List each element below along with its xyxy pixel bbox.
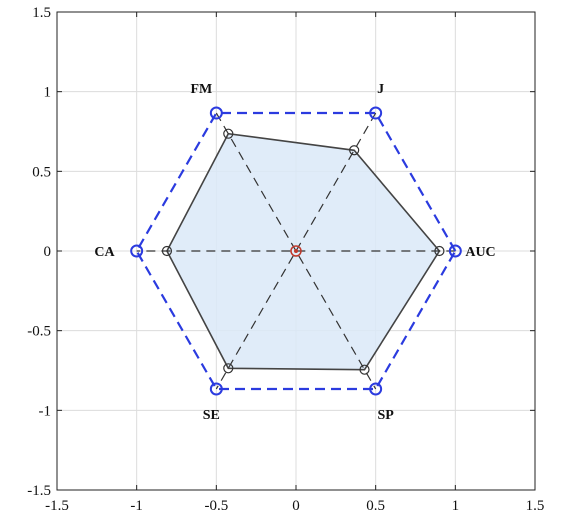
x-tick-label-6: 1.5 — [526, 498, 545, 514]
reference-point-auc — [448, 244, 462, 258]
data-point-sp — [359, 364, 370, 375]
data-point-ca — [161, 245, 173, 257]
reference-point-sp — [369, 382, 383, 396]
spokes — [136, 112, 456, 390]
x-tick-label-5: 1 — [452, 498, 460, 514]
axis-label-se: SE — [203, 408, 220, 423]
y-tick-label-1: 1 — [44, 85, 52, 101]
x-tick-label-2: -0.5 — [204, 498, 228, 514]
y-tick-label-5: -1 — [39, 403, 52, 419]
spoke-j-se — [215, 112, 377, 390]
y-tick-label-2: 0.5 — [32, 164, 51, 180]
y-tick-label-4: -0.5 — [27, 324, 51, 340]
reference-point-fm — [209, 106, 223, 120]
y-axis-ticks: 1.5 1 0.5 0 -0.5 -1 -1.5 — [27, 5, 535, 499]
data-point-auc — [434, 245, 445, 257]
axis-label-ca: CA — [94, 245, 115, 260]
reference-point-ca — [130, 244, 144, 258]
reference-point-j — [369, 106, 383, 120]
y-tick-label-0: 1.5 — [32, 5, 51, 21]
data-point-j — [349, 145, 360, 156]
axis-label-fm: FM — [190, 82, 212, 97]
data-polygon — [166, 132, 441, 371]
axis-labels: AUC J FM CA SE SP — [94, 82, 495, 423]
spoke-fm-sp — [215, 112, 377, 390]
data-point-fm — [223, 128, 234, 139]
y-tick-label-6: -1.5 — [27, 483, 51, 499]
x-tick-label-4: 0.5 — [366, 498, 385, 514]
reference-point-se — [209, 382, 223, 396]
markers — [130, 106, 462, 396]
axis-label-j: J — [377, 82, 384, 97]
x-tick-label-1: -1 — [130, 498, 143, 514]
axis-label-auc: AUC — [465, 245, 495, 260]
x-tick-label-3: 0 — [292, 498, 300, 514]
y-tick-label-3: 0 — [44, 244, 52, 260]
axis-label-sp: SP — [377, 408, 394, 423]
x-tick-label-0: -1.5 — [45, 498, 69, 514]
data-point-se — [223, 363, 234, 374]
center-dot — [294, 249, 298, 253]
center-point — [290, 245, 302, 257]
x-axis-ticks: -1.5 -1 -0.5 0 0.5 1 1.5 — [45, 12, 544, 514]
